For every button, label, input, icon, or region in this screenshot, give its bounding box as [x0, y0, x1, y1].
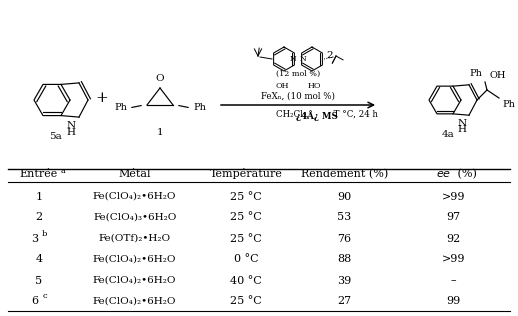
Text: N: N — [299, 55, 306, 63]
Text: 2: 2 — [326, 51, 333, 59]
Text: 3: 3 — [31, 234, 38, 244]
Text: 25 °C: 25 °C — [230, 191, 262, 202]
Text: –: – — [451, 276, 456, 285]
Text: H: H — [457, 125, 466, 134]
Text: 40 °C: 40 °C — [230, 276, 262, 285]
Text: 76: 76 — [337, 234, 352, 244]
Text: OH: OH — [275, 82, 289, 90]
Text: FeXₙ, (10 mol %): FeXₙ, (10 mol %) — [261, 92, 335, 101]
Text: O: O — [156, 74, 164, 83]
Text: Rendement (%): Rendement (%) — [301, 169, 388, 179]
Text: 90: 90 — [337, 191, 352, 202]
Text: Fe(OTf)₂•H₂O: Fe(OTf)₂•H₂O — [98, 234, 171, 243]
Text: +: + — [96, 91, 108, 105]
Text: 0 °C: 0 °C — [234, 254, 258, 264]
Text: Ph: Ph — [469, 69, 482, 78]
Text: 1: 1 — [156, 128, 163, 137]
Text: 92: 92 — [446, 234, 461, 244]
Text: Fe(ClO₄)₂•6H₂O: Fe(ClO₄)₂•6H₂O — [93, 192, 177, 201]
Text: HO: HO — [307, 82, 321, 90]
Text: Fe(ClO₄)₂•6H₂O: Fe(ClO₄)₂•6H₂O — [93, 297, 177, 306]
Text: N: N — [66, 121, 76, 130]
Text: 5a: 5a — [49, 132, 61, 141]
Text: CH₂Cl₂,: CH₂Cl₂, — [276, 110, 312, 119]
Text: 39: 39 — [337, 276, 352, 285]
Text: 27: 27 — [337, 296, 352, 307]
Text: Ph: Ph — [193, 104, 206, 112]
Text: Ph: Ph — [114, 104, 127, 112]
Text: N: N — [457, 118, 466, 128]
Text: c: c — [42, 293, 47, 301]
Text: N: N — [290, 55, 296, 63]
Text: 99: 99 — [446, 296, 461, 307]
Text: ¿4Å¿ MS: ¿4Å¿ MS — [296, 110, 338, 121]
Text: Fe(ClO₄)₂•6H₂O: Fe(ClO₄)₂•6H₂O — [93, 276, 177, 285]
Text: 5: 5 — [35, 276, 42, 285]
Text: 4a: 4a — [442, 130, 454, 139]
Text: OH: OH — [490, 71, 507, 80]
Text: (%): (%) — [454, 169, 477, 179]
Text: Fe(ClO₄)₂•6H₂O: Fe(ClO₄)₂•6H₂O — [93, 255, 177, 264]
Text: 2: 2 — [35, 212, 42, 222]
Text: 97: 97 — [446, 212, 461, 222]
Text: Fe(ClO₄)₃•6H₂O: Fe(ClO₄)₃•6H₂O — [93, 213, 176, 222]
Text: 25 °C: 25 °C — [230, 212, 262, 222]
Text: >99: >99 — [441, 254, 465, 264]
Text: >99: >99 — [441, 191, 465, 202]
Text: 88: 88 — [337, 254, 352, 264]
Text: , T °C, 24 h: , T °C, 24 h — [328, 110, 378, 119]
Text: Entrée: Entrée — [20, 169, 58, 179]
Text: Ph: Ph — [502, 100, 515, 109]
Text: $\it{ee}$: $\it{ee}$ — [436, 169, 451, 179]
Text: a: a — [61, 167, 66, 175]
Text: 1: 1 — [35, 191, 42, 202]
Text: Température: Température — [210, 168, 282, 179]
Text: b: b — [42, 229, 48, 238]
Text: 4: 4 — [35, 254, 42, 264]
Text: 6: 6 — [31, 296, 38, 307]
Text: (12 mol %): (12 mol %) — [276, 70, 320, 78]
Text: 53: 53 — [337, 212, 352, 222]
Text: 25 °C: 25 °C — [230, 234, 262, 244]
Text: H: H — [66, 128, 76, 137]
Text: Métal: Métal — [119, 169, 151, 179]
Text: 25 °C: 25 °C — [230, 296, 262, 307]
